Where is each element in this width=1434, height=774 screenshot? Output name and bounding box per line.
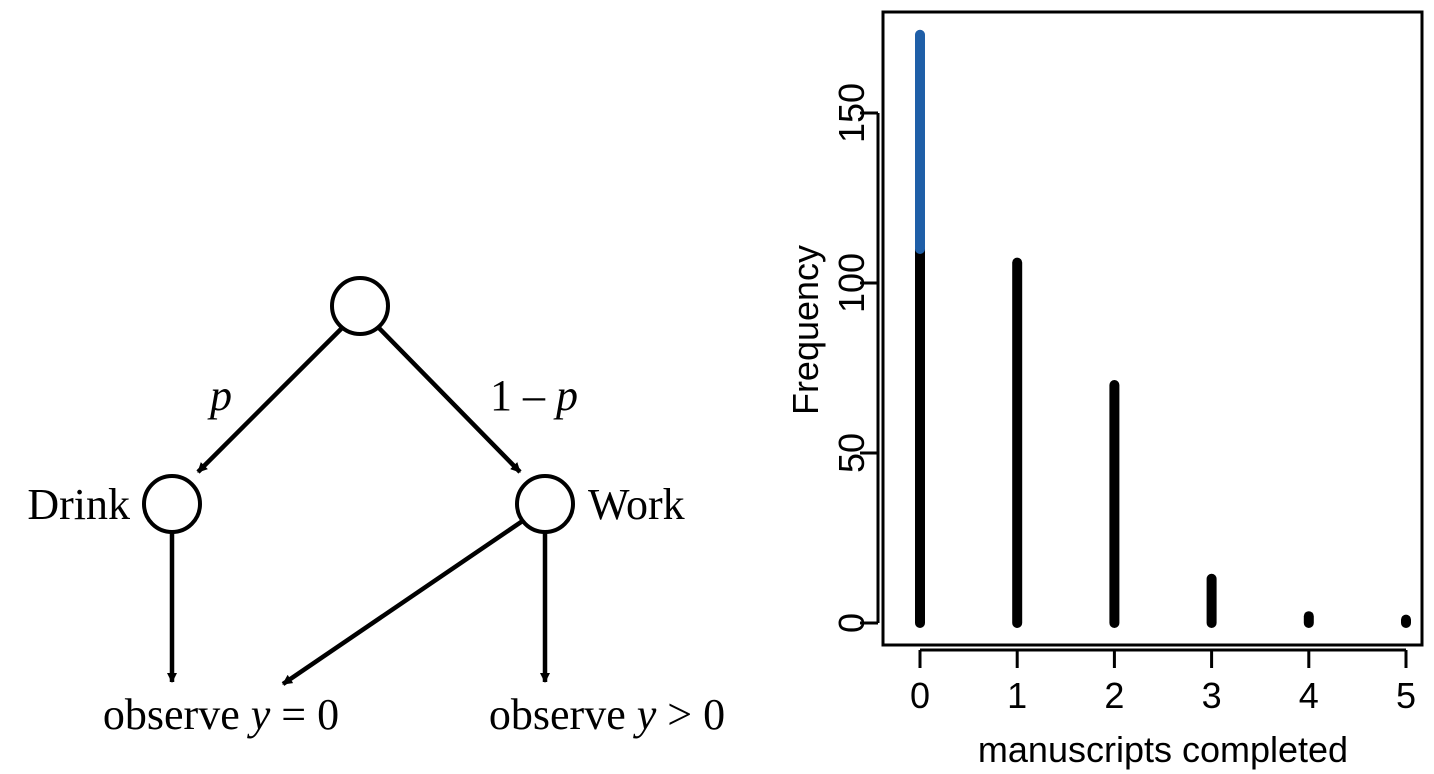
x-tick-label: 4 bbox=[1299, 675, 1319, 716]
plot-frame bbox=[881, 10, 1424, 647]
edge-right-label: 1 – p bbox=[490, 371, 578, 420]
x-tick-label: 0 bbox=[910, 675, 930, 716]
histogram-chart: 0 1 2 3 4 5 0 50 100 150 manuscripts completed F… bbox=[785, 10, 1424, 770]
edge-root-drink bbox=[196, 326, 344, 474]
x-tick-label: 1 bbox=[1007, 675, 1027, 716]
x-tick-label: 3 bbox=[1202, 675, 1222, 716]
x-axis-title: manuscripts completed bbox=[978, 729, 1348, 770]
y-tick-label: 150 bbox=[831, 83, 872, 143]
x-axis: 0 1 2 3 4 5 bbox=[910, 648, 1416, 716]
work-label: Work bbox=[588, 480, 685, 529]
bars-group bbox=[915, 29, 1411, 628]
outcome-zero-label: observe y = 0 bbox=[103, 690, 339, 739]
root-node bbox=[330, 276, 390, 336]
drink-node bbox=[142, 474, 202, 534]
x-tick-label: 5 bbox=[1396, 675, 1416, 716]
y-tick-label: 100 bbox=[831, 253, 872, 313]
x-tick-label: 2 bbox=[1104, 675, 1124, 716]
work-node bbox=[515, 474, 575, 534]
y-axis-title: Frequency bbox=[785, 245, 826, 415]
drink-label: Drink bbox=[27, 480, 130, 529]
y-axis: 0 50 100 150 bbox=[831, 83, 880, 633]
tree-diagram: p 1 – p Drink Work observe y = 0 observe… bbox=[27, 276, 725, 739]
edge-left-label: p bbox=[207, 371, 232, 420]
outcome-positive-label: observe y > 0 bbox=[489, 690, 725, 739]
edge-root-work bbox=[377, 326, 522, 474]
y-tick-label: 0 bbox=[831, 613, 872, 633]
y-tick-label: 50 bbox=[831, 433, 872, 473]
edge-work-zero bbox=[281, 518, 526, 686]
